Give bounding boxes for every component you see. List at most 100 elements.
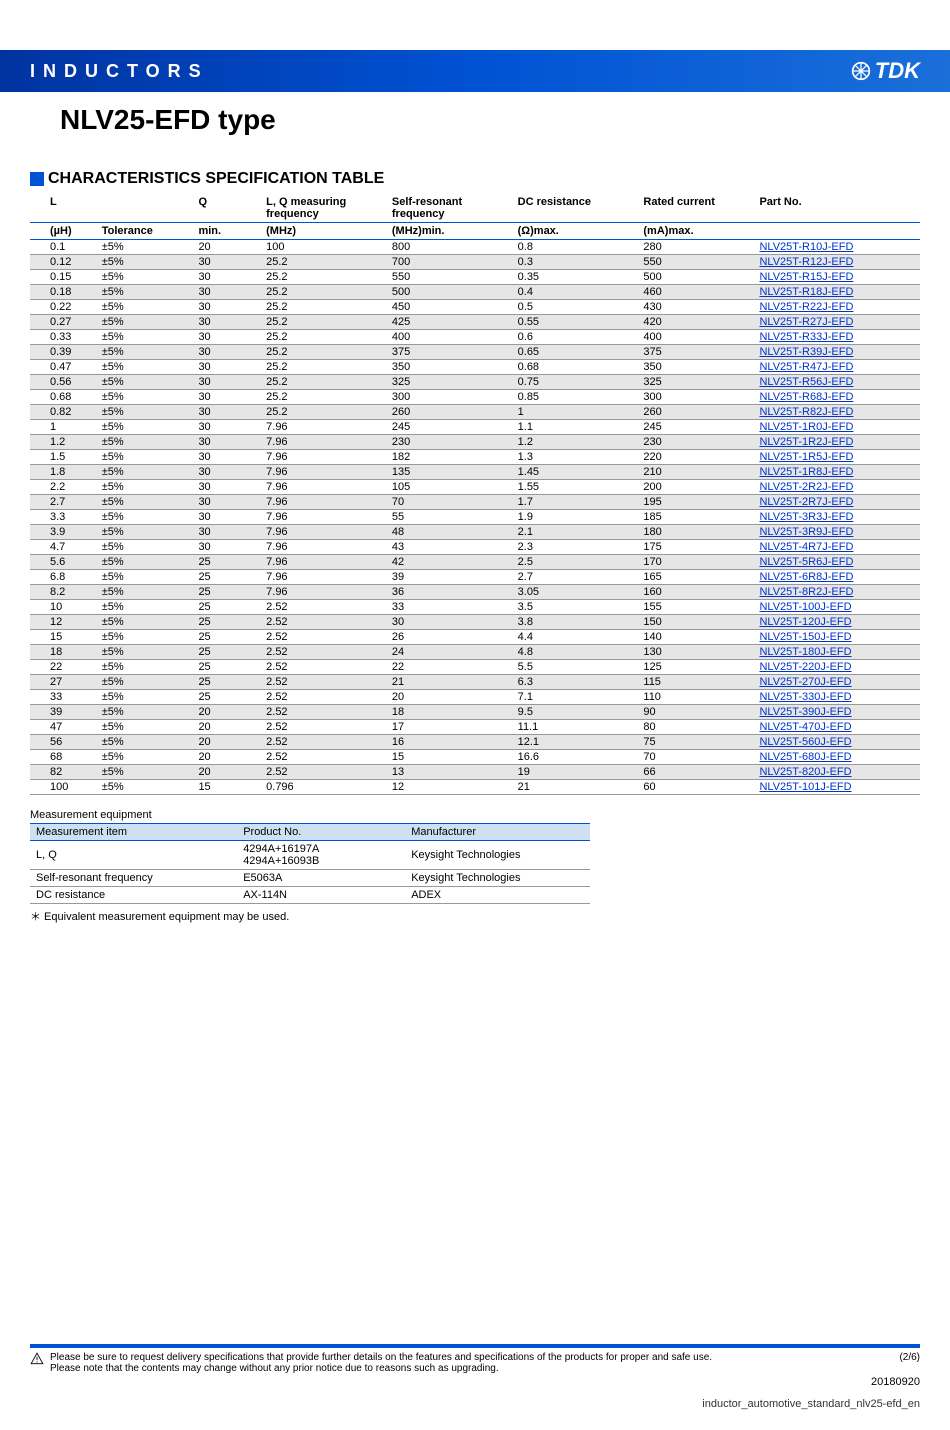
table-cell: NLV25T-1R0J-EFD (755, 420, 920, 435)
table-cell: NLV25T-1R8J-EFD (755, 465, 920, 480)
table-cell: 20 (194, 240, 262, 255)
table-cell: ±5% (98, 495, 195, 510)
table-cell: 0.56 (30, 375, 98, 390)
part-link[interactable]: NLV25T-560J-EFD (759, 736, 851, 748)
table-cell: NLV25T-3R3J-EFD (755, 510, 920, 525)
table-cell: ±5% (98, 630, 195, 645)
header-band: INDUCTORS TDK (0, 50, 950, 92)
part-link[interactable]: NLV25T-680J-EFD (759, 751, 851, 763)
table-row: 3.3±5%307.96551.9185NLV25T-3R3J-EFD (30, 510, 920, 525)
part-link[interactable]: NLV25T-820J-EFD (759, 766, 851, 778)
table-cell: ±5% (98, 345, 195, 360)
part-link[interactable]: NLV25T-5R6J-EFD (759, 556, 853, 568)
part-link[interactable]: NLV25T-120J-EFD (759, 616, 851, 628)
table-cell: ±5% (98, 330, 195, 345)
part-link[interactable]: NLV25T-R27J-EFD (759, 316, 853, 328)
table-cell: 30 (194, 525, 262, 540)
part-link[interactable]: NLV25T-390J-EFD (759, 706, 851, 718)
table-cell: 70 (388, 495, 514, 510)
part-link[interactable]: NLV25T-3R9J-EFD (759, 526, 853, 538)
part-link[interactable]: NLV25T-3R3J-EFD (759, 511, 853, 523)
part-link[interactable]: NLV25T-R82J-EFD (759, 406, 853, 418)
table-cell: ±5% (98, 240, 195, 255)
part-link[interactable]: NLV25T-1R2J-EFD (759, 436, 853, 448)
table-cell: NLV25T-6R8J-EFD (755, 570, 920, 585)
col-Q: Q (194, 194, 262, 223)
table-cell: 30 (194, 360, 262, 375)
part-link[interactable]: NLV25T-1R5J-EFD (759, 451, 853, 463)
part-link[interactable]: NLV25T-6R8J-EFD (759, 571, 853, 583)
table-cell: 0.65 (514, 345, 640, 360)
part-link[interactable]: NLV25T-180J-EFD (759, 646, 851, 658)
col-L: L (30, 194, 98, 223)
part-link[interactable]: NLV25T-R18J-EFD (759, 286, 853, 298)
part-link[interactable]: NLV25T-R15J-EFD (759, 271, 853, 283)
table-cell: 500 (639, 270, 755, 285)
part-link[interactable]: NLV25T-330J-EFD (759, 691, 851, 703)
table-cell: ±5% (98, 510, 195, 525)
table-cell: 30 (194, 405, 262, 420)
table-cell: 280 (639, 240, 755, 255)
table-cell: ±5% (98, 360, 195, 375)
table-cell: 25 (194, 630, 262, 645)
table-cell: NLV25T-820J-EFD (755, 765, 920, 780)
part-link[interactable]: NLV25T-4R7J-EFD (759, 541, 853, 553)
table-cell: 25.2 (262, 405, 388, 420)
part-link[interactable]: NLV25T-R39J-EFD (759, 346, 853, 358)
table-cell: 425 (388, 315, 514, 330)
table-cell: DC resistance (30, 887, 237, 904)
table-cell: 2.52 (262, 645, 388, 660)
part-link[interactable]: NLV25T-R10J-EFD (759, 241, 853, 253)
category-label: INDUCTORS (30, 61, 209, 82)
part-link[interactable]: NLV25T-8R2J-EFD (759, 586, 853, 598)
part-link[interactable]: NLV25T-220J-EFD (759, 661, 851, 673)
table-cell: 22 (30, 660, 98, 675)
unit-freq: (MHz) (262, 223, 388, 240)
table-row: 0.56±5%3025.23250.75325NLV25T-R56J-EFD (30, 375, 920, 390)
part-link[interactable]: NLV25T-2R2J-EFD (759, 481, 853, 493)
table-cell: 18 (388, 705, 514, 720)
part-link[interactable]: NLV25T-1R0J-EFD (759, 421, 853, 433)
table-cell: 30 (194, 285, 262, 300)
spec-table-body: 0.1±5%201008000.8280NLV25T-R10J-EFD0.12±… (30, 240, 920, 795)
part-link[interactable]: NLV25T-R33J-EFD (759, 331, 853, 343)
part-link[interactable]: NLV25T-1R8J-EFD (759, 466, 853, 478)
table-cell: 55 (388, 510, 514, 525)
table-cell: 0.8 (514, 240, 640, 255)
part-link[interactable]: NLV25T-R56J-EFD (759, 376, 853, 388)
table-cell: 4294A+16197A 4294A+16093B (237, 841, 405, 870)
part-link[interactable]: NLV25T-R68J-EFD (759, 391, 853, 403)
table-cell: 20 (194, 720, 262, 735)
table-cell: 200 (639, 480, 755, 495)
table-cell: NLV25T-1R2J-EFD (755, 435, 920, 450)
table-cell: ±5% (98, 315, 195, 330)
table-cell: ±5% (98, 675, 195, 690)
part-link[interactable]: NLV25T-101J-EFD (759, 781, 851, 793)
table-cell: 0.22 (30, 300, 98, 315)
table-cell: 1.9 (514, 510, 640, 525)
table-cell: 80 (639, 720, 755, 735)
table-cell: 0.35 (514, 270, 640, 285)
table-cell: ±5% (98, 300, 195, 315)
table-cell: 66 (639, 765, 755, 780)
table-row: 33±5%252.52207.1110NLV25T-330J-EFD (30, 690, 920, 705)
part-link[interactable]: NLV25T-470J-EFD (759, 721, 851, 733)
part-link[interactable]: NLV25T-2R7J-EFD (759, 496, 853, 508)
table-cell: ±5% (98, 285, 195, 300)
table-cell: ±5% (98, 780, 195, 795)
part-link[interactable]: NLV25T-R12J-EFD (759, 256, 853, 268)
part-link[interactable]: NLV25T-R47J-EFD (759, 361, 853, 373)
table-cell: 9.5 (514, 705, 640, 720)
table-cell: 300 (639, 390, 755, 405)
table-cell: NLV25T-R10J-EFD (755, 240, 920, 255)
part-link[interactable]: NLV25T-100J-EFD (759, 601, 851, 613)
table-cell: 2.52 (262, 735, 388, 750)
table-cell: 460 (639, 285, 755, 300)
part-link[interactable]: NLV25T-R22J-EFD (759, 301, 853, 313)
table-cell: 20 (194, 705, 262, 720)
table-row: 0.1±5%201008000.8280NLV25T-R10J-EFD (30, 240, 920, 255)
part-link[interactable]: NLV25T-150J-EFD (759, 631, 851, 643)
part-link[interactable]: NLV25T-270J-EFD (759, 676, 851, 688)
table-cell: 7.96 (262, 435, 388, 450)
table-cell: 2.52 (262, 720, 388, 735)
